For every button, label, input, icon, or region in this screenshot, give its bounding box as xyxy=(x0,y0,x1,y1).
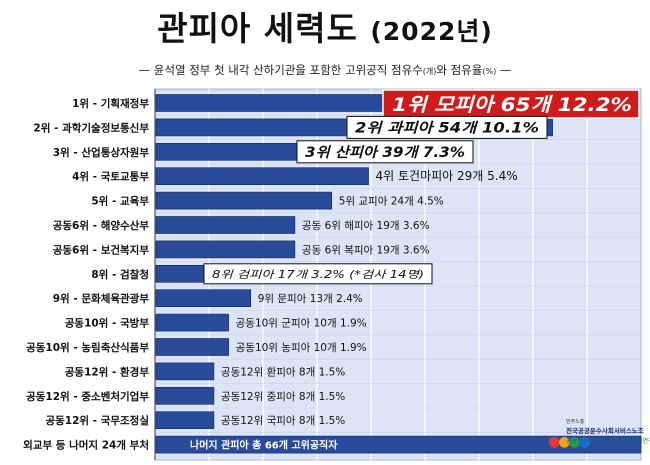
bar xyxy=(155,362,215,381)
data-label: 공동12위 중피아 8개 1.5% xyxy=(221,390,345,403)
data-label: 나머지 관피아 총 66개 고위공직자 xyxy=(190,439,338,452)
category-label: 1위 - 기획재정부 xyxy=(72,97,149,110)
data-label: 5위 교피아 24개 4.5% xyxy=(339,195,444,208)
subtitle-mid: 와 점유율 xyxy=(436,63,483,77)
subtitle-main: — 윤석열 정부 첫 내각 산하기관을 포함한 고위공직 점유수 xyxy=(138,63,423,77)
category-label: 5위 - 교육부 xyxy=(91,195,149,208)
category-label: 2위 - 과학기술정보통신부 xyxy=(33,121,149,134)
data-label: 공동 6위 해피아 19개 3.6% xyxy=(302,219,430,232)
bar xyxy=(155,313,229,332)
callout-box xyxy=(203,263,433,285)
data-label: 공동12위 환피아 8개 1.5% xyxy=(221,365,345,378)
category-label: 4위 - 국토교통부 xyxy=(72,170,149,183)
logo-line-3: 공공정책연구원(준비)경제정책연구소 xyxy=(566,438,650,445)
callout-box xyxy=(346,115,548,139)
bar xyxy=(155,386,215,405)
category-label: 공동10위 - 농림축산식품부 xyxy=(26,341,149,354)
page-title: 관피아 세력도 (2022년) xyxy=(0,2,650,50)
data-label: 공동10위 군피아 10개 1.9% xyxy=(236,317,367,330)
title-year: (2022년) xyxy=(370,17,493,46)
data-label: 공동12위 국피아 8개 1.5% xyxy=(221,414,345,427)
bar xyxy=(155,240,296,259)
subtitle-end: — xyxy=(496,63,512,77)
data-label: 4위 토건마피아 29개 5.4% xyxy=(376,169,518,183)
data-label: 2위 과피아 54개 10.1% xyxy=(355,120,539,136)
bar xyxy=(155,338,229,356)
bar xyxy=(155,216,296,234)
page-subtitle: — 윤석열 정부 첫 내각 산하기관을 포함한 고위공직 점유수(개)와 점유율… xyxy=(0,62,650,78)
callout-box xyxy=(296,140,474,164)
category-label: 공동6위 - 해양수산부 xyxy=(53,219,150,232)
bar xyxy=(155,411,215,430)
callout-box xyxy=(382,89,640,119)
category-label: 공동12위 - 환경부 xyxy=(65,365,150,378)
data-label: 공동 6위 복피아 19개 3.6% xyxy=(302,243,430,256)
category-label: 공동12위 - 중소벤처기업부 xyxy=(26,390,149,403)
logo-line-1: 민주노총 xyxy=(566,419,585,425)
logo-line-2: 전국공공운수사회서비스노조 xyxy=(566,427,644,435)
category-label: 공동6위 - 보건복지부 xyxy=(53,243,150,256)
bar xyxy=(155,435,642,454)
data-label: 3위 산피아 39개 7.3% xyxy=(305,145,465,161)
category-label: 공동10위 - 국방부 xyxy=(65,317,150,330)
bar xyxy=(155,191,333,210)
category-label: 3위 - 산업통상자원부 xyxy=(53,146,150,159)
subtitle-unit-percent: (%) xyxy=(482,67,497,76)
category-label: 8위 - 검찰청 xyxy=(91,268,149,281)
title-main: 관피아 세력도 xyxy=(157,9,358,48)
subtitle-unit-count: (개) xyxy=(422,67,437,76)
data-label: 9위 문피아 13개 2.4% xyxy=(258,292,363,305)
bar xyxy=(155,289,252,308)
category-label: 공동12위 - 국무조정실 xyxy=(45,414,149,427)
category-label: 외교부 등 나머지 24개 부처 xyxy=(23,439,149,452)
data-label: 8위 검피아 17개 3.2% (*검사 14명) xyxy=(212,269,424,281)
logo-emblem-icon: ●●●● xyxy=(548,434,591,450)
union-logo: ●●●● 민주노총 전국공공운수사회서비스노조 공공정책연구원(준비)경제정책연… xyxy=(548,414,650,454)
bar xyxy=(155,167,369,185)
data-label: 공동10위 농피아 10개 1.9% xyxy=(236,341,367,354)
category-label: 9위 - 문화체육관광부 xyxy=(53,292,150,305)
data-label: 1위 모피아 65개 12.2% xyxy=(392,94,632,116)
